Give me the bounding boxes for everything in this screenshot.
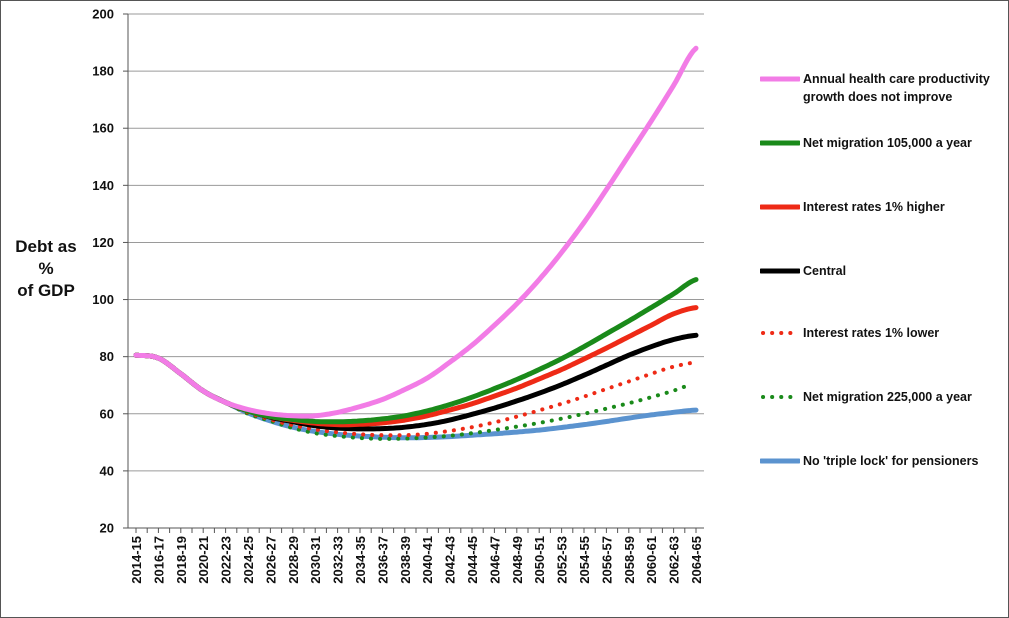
series-line (134, 353, 698, 438)
x-tick-label: 2042-43 (443, 536, 458, 584)
legend-item: Interest rates 1% higher (760, 198, 1009, 216)
x-tick-label: 2016-17 (151, 536, 166, 584)
x-tick-label: 2024-25 (241, 536, 256, 584)
x-tick-label: 2048-49 (510, 536, 525, 584)
x-tick-label: 2022-23 (219, 536, 234, 584)
x-tick-label: 2018-19 (174, 536, 189, 584)
x-tick-label: 2038-39 (398, 536, 413, 584)
legend-item: Annual health care productivity growth d… (760, 70, 1009, 106)
legend-swatch (761, 395, 800, 399)
series-line (133, 45, 699, 419)
x-tick-label: 2034-35 (353, 536, 368, 584)
legend-swatch (760, 458, 800, 464)
x-tick-label: 2060-61 (644, 536, 659, 584)
x-tick-label: 2020-21 (196, 536, 211, 584)
y-tick-label: 20 (100, 521, 114, 536)
y-axis-label: Debt as % of GDP (4, 236, 88, 302)
x-tick-label: 2052-53 (555, 536, 570, 584)
legend-swatch (760, 76, 800, 82)
x-tick-label: 2026-27 (263, 536, 278, 584)
y-tick-label: 200 (92, 7, 114, 22)
legend-item: Net migration 225,000 a year (760, 388, 1009, 406)
y-axis-label-line: of GDP (17, 281, 75, 300)
legend-label: No 'triple lock' for pensioners (803, 454, 979, 468)
x-tick-label: 2046-47 (487, 536, 502, 584)
legend-swatch (760, 204, 800, 210)
x-tick-label: 2036-37 (375, 536, 390, 584)
y-axis-label-line: % (38, 259, 54, 278)
x-tick-label: 2062-63 (667, 536, 682, 584)
x-tick-label: 2032-33 (331, 536, 346, 584)
legend-item: Central (760, 262, 1009, 280)
y-tick-label: 180 (92, 64, 114, 79)
x-tick-label: 2028-29 (286, 536, 301, 584)
x-tick-label: 2054-55 (577, 536, 592, 584)
legend-label: Net migration 225,000 a year (803, 390, 972, 404)
legend-item: Net migration 105,000 a year (760, 134, 1009, 152)
x-tick-label: 2058-59 (622, 536, 637, 584)
x-tick-label: 2050-51 (532, 536, 547, 584)
legend-label: Central (803, 264, 847, 278)
y-tick-label: 100 (92, 292, 114, 307)
legend-label: Interest rates 1% higher (803, 200, 945, 214)
y-tick-label: 160 (92, 121, 114, 136)
y-tick-label: 80 (100, 349, 114, 364)
legend-label: Net migration 105,000 a year (803, 136, 972, 150)
y-axis-label-line: Debt as (15, 237, 77, 256)
legend-label: Interest rates 1% lower (803, 326, 940, 340)
legend-swatch (760, 268, 800, 274)
x-tick-label: 2064-65 (689, 536, 704, 584)
x-tick-label: 2040-41 (420, 536, 435, 584)
y-tick-label: 60 (100, 406, 114, 421)
legend-item: No 'triple lock' for pensioners (760, 452, 1009, 470)
legend-label: Annual health care productivity growth d… (803, 72, 990, 104)
legend-item: Interest rates 1% lower (760, 324, 1009, 342)
x-tick-label: 2014-15 (129, 536, 144, 584)
y-tick-label: 120 (92, 235, 114, 250)
x-tick-label: 2056-57 (599, 536, 614, 584)
legend-swatch (760, 140, 800, 146)
legend-swatch (761, 331, 800, 335)
y-tick-label: 140 (92, 178, 114, 193)
x-tick-label: 2030-31 (308, 536, 323, 584)
y-tick-label: 40 (100, 463, 114, 478)
x-tick-label: 2044-45 (465, 536, 480, 584)
